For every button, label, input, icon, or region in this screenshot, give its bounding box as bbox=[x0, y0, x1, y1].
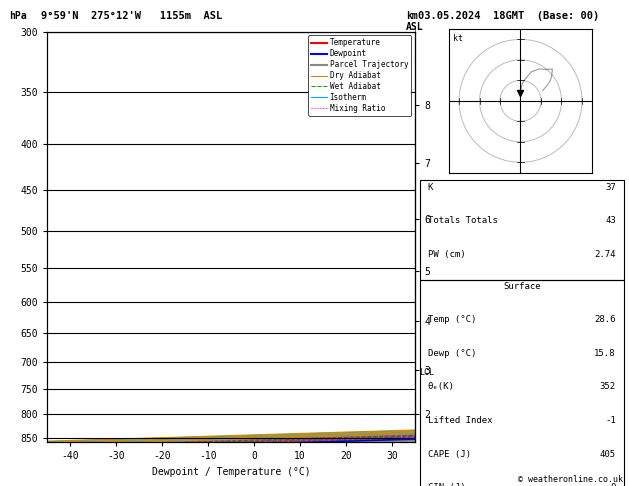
Text: hPa: hPa bbox=[9, 11, 27, 21]
Text: |: | bbox=[413, 330, 417, 336]
Legend: Temperature, Dewpoint, Parcel Trajectory, Dry Adiabat, Wet Adiabat, Isotherm, Mi: Temperature, Dewpoint, Parcel Trajectory… bbox=[308, 35, 411, 116]
Text: 405: 405 bbox=[599, 450, 616, 459]
Text: |: | bbox=[413, 89, 417, 94]
Text: |: | bbox=[413, 265, 417, 271]
Text: θₑ(K): θₑ(K) bbox=[428, 382, 455, 392]
Bar bbox=[420, 280, 624, 486]
Text: ASL: ASL bbox=[406, 22, 423, 32]
Text: Totals Totals: Totals Totals bbox=[428, 216, 498, 226]
Text: 43: 43 bbox=[605, 216, 616, 226]
Text: 37: 37 bbox=[605, 183, 616, 192]
Text: |: | bbox=[413, 299, 417, 305]
Text: kt: kt bbox=[453, 35, 463, 43]
Text: 352: 352 bbox=[599, 382, 616, 392]
Text: K: K bbox=[428, 183, 433, 192]
Text: Temp (°C): Temp (°C) bbox=[428, 315, 476, 325]
Bar bbox=[420, 180, 624, 280]
X-axis label: Dewpoint / Temperature (°C): Dewpoint / Temperature (°C) bbox=[152, 467, 311, 477]
Text: -1: -1 bbox=[605, 416, 616, 425]
Text: © weatheronline.co.uk: © weatheronline.co.uk bbox=[518, 474, 623, 484]
Text: |: | bbox=[413, 187, 417, 192]
Text: 03.05.2024  18GMT  (Base: 00): 03.05.2024 18GMT (Base: 00) bbox=[418, 11, 599, 21]
Text: Lifted Index: Lifted Index bbox=[428, 416, 493, 425]
Text: |: | bbox=[413, 29, 417, 35]
Text: 0: 0 bbox=[610, 483, 616, 486]
Text: PW (cm): PW (cm) bbox=[428, 250, 465, 259]
Text: 28.6: 28.6 bbox=[594, 315, 616, 325]
Text: |: | bbox=[413, 228, 417, 234]
Text: |: | bbox=[413, 386, 417, 392]
Text: km: km bbox=[406, 11, 418, 21]
Text: LCL: LCL bbox=[419, 368, 434, 378]
Text: |: | bbox=[413, 411, 417, 417]
Text: CIN (J): CIN (J) bbox=[428, 483, 465, 486]
Text: |: | bbox=[413, 141, 417, 146]
Text: 9°59'N  275°12'W   1155m  ASL: 9°59'N 275°12'W 1155m ASL bbox=[41, 11, 222, 21]
Text: CAPE (J): CAPE (J) bbox=[428, 450, 470, 459]
Text: |: | bbox=[413, 359, 417, 364]
Text: |: | bbox=[413, 435, 417, 440]
Text: 15.8: 15.8 bbox=[594, 349, 616, 358]
Text: 2.74: 2.74 bbox=[594, 250, 616, 259]
Text: Surface: Surface bbox=[503, 282, 540, 291]
Text: Dewp (°C): Dewp (°C) bbox=[428, 349, 476, 358]
